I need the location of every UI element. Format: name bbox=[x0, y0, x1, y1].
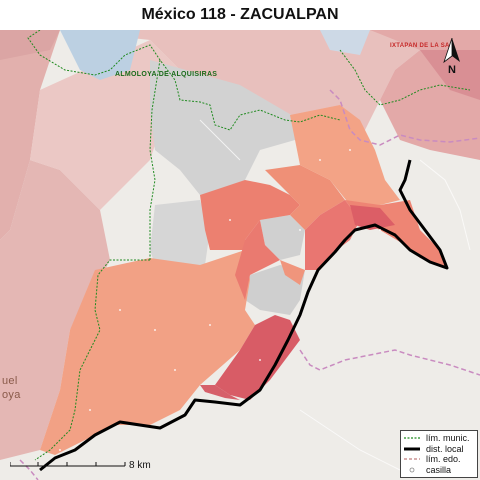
map-title: México 118 - ZACUALPAN bbox=[141, 6, 339, 23]
legend-label: lím. edo. bbox=[426, 454, 461, 465]
label-city-fragment-1: uel bbox=[2, 375, 18, 387]
lake bbox=[60, 30, 140, 80]
label-ixtapan: IXTAPAN DE LA SAL bbox=[390, 43, 454, 49]
legend-item-municipal: lím. munic. bbox=[404, 433, 474, 444]
neighbor-districts bbox=[0, 30, 480, 460]
legend-label: casilla bbox=[426, 464, 452, 475]
scale-label: 8 km bbox=[129, 460, 151, 471]
small-circle-icon bbox=[404, 465, 420, 475]
municipal-boundaries bbox=[27, 30, 471, 461]
legend-label: lím. munic. bbox=[426, 433, 470, 444]
state-boundaries bbox=[19, 89, 480, 480]
legend-item-district: dist. local bbox=[404, 444, 474, 455]
district-boundary bbox=[39, 159, 449, 472]
roads bbox=[199, 119, 471, 471]
map-canvas[interactable]: ALMOLOYA DE ALQUISIRAS IXTAPAN DE LA SAL… bbox=[0, 30, 480, 480]
lake-2 bbox=[320, 30, 370, 55]
label-almoloya: ALMOLOYA DE ALQUISIRAS bbox=[115, 71, 217, 78]
legend-label: dist. local bbox=[426, 443, 464, 454]
casillas bbox=[59, 149, 381, 451]
north-arrow-icon bbox=[443, 38, 460, 64]
north-label: N bbox=[448, 64, 456, 76]
scale-bar bbox=[10, 462, 126, 467]
district-municipalities bbox=[40, 105, 448, 455]
map-legend: lím. munic. dist. local lím. edo. casill… bbox=[400, 430, 478, 478]
green-dashed-line-icon bbox=[404, 433, 420, 443]
thick-black-line-icon bbox=[404, 444, 420, 454]
map-frame[interactable]: ALMOLOYA DE ALQUISIRAS IXTAPAN DE LA SAL… bbox=[0, 30, 480, 480]
dashed-line-icon bbox=[404, 454, 420, 464]
legend-item-state: lím. edo. bbox=[404, 454, 474, 465]
title-bar: México 118 - ZACUALPAN bbox=[0, 0, 480, 30]
legend-item-casilla: casilla bbox=[404, 465, 474, 476]
label-city-fragment-2: oya bbox=[2, 389, 21, 401]
